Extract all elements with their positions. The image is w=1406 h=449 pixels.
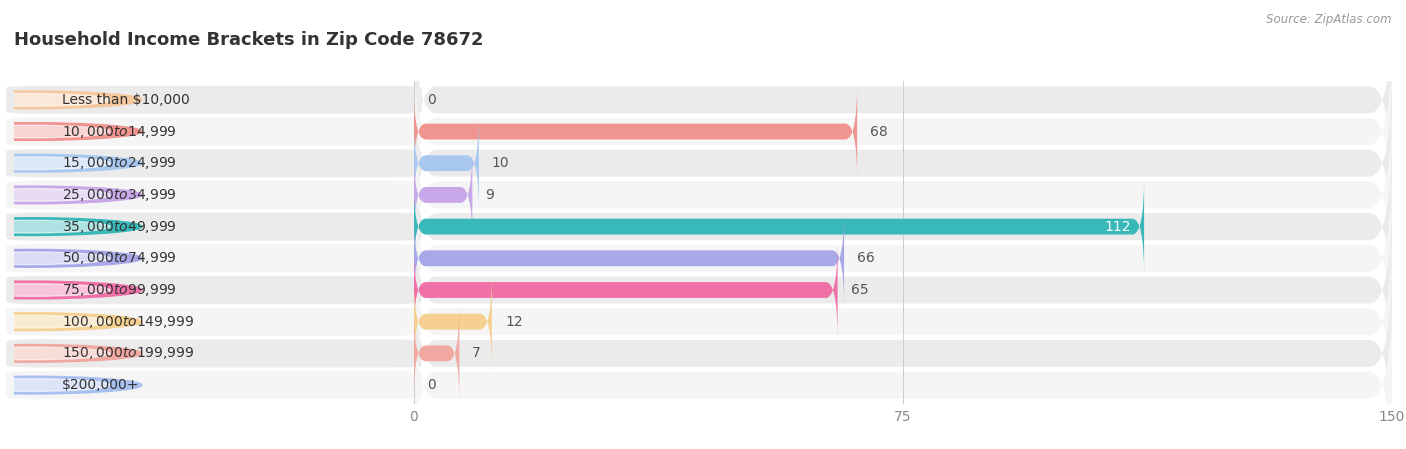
Text: 7: 7 bbox=[472, 346, 481, 361]
FancyBboxPatch shape bbox=[413, 97, 1392, 292]
Text: 65: 65 bbox=[851, 283, 869, 297]
Text: $15,000 to $24,999: $15,000 to $24,999 bbox=[62, 155, 177, 171]
Text: 0: 0 bbox=[426, 93, 436, 107]
Text: 10: 10 bbox=[492, 156, 509, 170]
Text: $100,000 to $149,999: $100,000 to $149,999 bbox=[62, 314, 194, 330]
Text: Household Income Brackets in Zip Code 78672: Household Income Brackets in Zip Code 78… bbox=[14, 31, 484, 49]
FancyBboxPatch shape bbox=[413, 256, 1392, 449]
Circle shape bbox=[0, 281, 142, 299]
FancyBboxPatch shape bbox=[413, 241, 838, 339]
FancyBboxPatch shape bbox=[413, 66, 1392, 261]
Text: 66: 66 bbox=[858, 251, 875, 265]
Text: $150,000 to $199,999: $150,000 to $199,999 bbox=[62, 345, 194, 361]
Circle shape bbox=[0, 252, 110, 264]
FancyBboxPatch shape bbox=[413, 177, 1144, 276]
FancyBboxPatch shape bbox=[413, 161, 1392, 356]
Circle shape bbox=[0, 125, 110, 138]
Text: $35,000 to $49,999: $35,000 to $49,999 bbox=[62, 219, 177, 235]
Circle shape bbox=[0, 379, 110, 392]
FancyBboxPatch shape bbox=[6, 149, 422, 177]
Text: $25,000 to $34,999: $25,000 to $34,999 bbox=[62, 187, 177, 203]
Text: 0: 0 bbox=[426, 378, 436, 392]
Circle shape bbox=[0, 315, 110, 328]
Text: 112: 112 bbox=[1105, 220, 1130, 233]
FancyBboxPatch shape bbox=[413, 34, 1392, 229]
Circle shape bbox=[0, 91, 142, 109]
FancyBboxPatch shape bbox=[6, 212, 422, 241]
Circle shape bbox=[0, 220, 110, 233]
FancyBboxPatch shape bbox=[413, 304, 460, 402]
FancyBboxPatch shape bbox=[6, 308, 422, 336]
FancyBboxPatch shape bbox=[413, 273, 492, 371]
FancyBboxPatch shape bbox=[6, 244, 422, 273]
Circle shape bbox=[0, 376, 142, 394]
FancyBboxPatch shape bbox=[413, 209, 844, 308]
Text: Less than $10,000: Less than $10,000 bbox=[62, 93, 190, 107]
FancyBboxPatch shape bbox=[6, 118, 422, 145]
Text: $10,000 to $14,999: $10,000 to $14,999 bbox=[62, 123, 177, 140]
Circle shape bbox=[0, 344, 142, 362]
Text: $50,000 to $74,999: $50,000 to $74,999 bbox=[62, 250, 177, 266]
FancyBboxPatch shape bbox=[413, 2, 1392, 197]
Circle shape bbox=[0, 218, 142, 235]
Circle shape bbox=[0, 154, 142, 172]
FancyBboxPatch shape bbox=[6, 181, 422, 209]
FancyBboxPatch shape bbox=[413, 288, 1392, 449]
FancyBboxPatch shape bbox=[413, 224, 1392, 419]
Circle shape bbox=[0, 313, 142, 330]
Circle shape bbox=[0, 347, 110, 360]
Text: Source: ZipAtlas.com: Source: ZipAtlas.com bbox=[1267, 13, 1392, 26]
Text: 68: 68 bbox=[870, 124, 889, 139]
FancyBboxPatch shape bbox=[6, 371, 422, 399]
Text: 9: 9 bbox=[485, 188, 495, 202]
FancyBboxPatch shape bbox=[413, 129, 1392, 324]
FancyBboxPatch shape bbox=[413, 146, 472, 244]
FancyBboxPatch shape bbox=[6, 276, 422, 304]
FancyBboxPatch shape bbox=[6, 339, 422, 367]
Circle shape bbox=[0, 284, 110, 296]
Text: 12: 12 bbox=[505, 315, 523, 329]
FancyBboxPatch shape bbox=[413, 83, 858, 180]
Text: $200,000+: $200,000+ bbox=[62, 378, 139, 392]
Text: $75,000 to $99,999: $75,000 to $99,999 bbox=[62, 282, 177, 298]
Circle shape bbox=[0, 93, 110, 106]
Circle shape bbox=[0, 189, 110, 201]
Circle shape bbox=[0, 157, 110, 170]
Circle shape bbox=[0, 123, 142, 141]
FancyBboxPatch shape bbox=[6, 86, 422, 114]
Circle shape bbox=[0, 186, 142, 204]
Circle shape bbox=[0, 250, 142, 267]
FancyBboxPatch shape bbox=[413, 193, 1392, 387]
FancyBboxPatch shape bbox=[413, 114, 479, 212]
